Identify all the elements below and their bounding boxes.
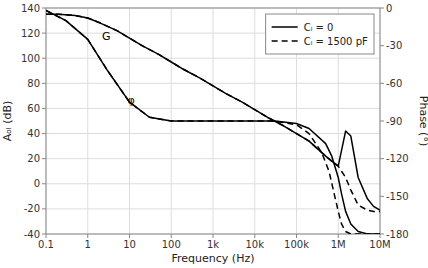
- plot-area: [46, 11, 380, 234]
- y-tick: [42, 108, 46, 109]
- legend-label: Cₗ = 1500 pF: [304, 36, 368, 47]
- x-tick-label: 1k: [207, 239, 219, 250]
- legend-swatch: [272, 40, 298, 42]
- y2-tick: [380, 45, 384, 46]
- x-tick: [338, 234, 339, 238]
- y-tick: [42, 234, 46, 235]
- y2-tick: [380, 8, 384, 9]
- y2-tick-label: 0: [386, 3, 392, 14]
- y-tick-label: 80: [27, 78, 40, 89]
- x-tick-label: 10k: [245, 239, 264, 250]
- x-tick: [254, 234, 255, 238]
- grid: [46, 8, 380, 234]
- y-tick-label: -40: [24, 229, 40, 240]
- annotation: G: [102, 30, 111, 43]
- y2-tick-label: -120: [386, 153, 409, 164]
- y-tick-label: 0: [34, 178, 40, 189]
- x-tick-label: 1: [85, 239, 91, 250]
- y-grid-line: [46, 108, 380, 109]
- y-grid-line: [46, 133, 380, 134]
- x-tick-label: 0.1: [38, 239, 54, 250]
- phase-line: [46, 11, 380, 234]
- gain-line: [46, 14, 380, 210]
- y2-tick: [380, 158, 384, 159]
- y-axis-title: Aₒₗ (dB): [1, 101, 14, 142]
- y-tick-label: 20: [27, 153, 40, 164]
- x-axis-title: Frequency (Hz): [172, 252, 255, 265]
- axes: 0.1 1 10 100 1k 10k 100k 1M 10M -40 -20 0 20 40 60 80 10…: [21, 3, 409, 251]
- legend-box: [266, 14, 374, 54]
- x-tick-label: 10: [123, 239, 136, 250]
- x-tick-label: 100: [162, 239, 181, 250]
- y-tick: [42, 33, 46, 34]
- plot-frame: [46, 8, 380, 234]
- y-tick-label: 60: [27, 103, 40, 114]
- y2-tick: [380, 121, 384, 122]
- legend-label: Cₗ = 0: [304, 22, 334, 33]
- gain-line: [46, 14, 380, 211]
- x-tick-label: 10M: [369, 239, 390, 250]
- x-tick: [380, 234, 381, 238]
- y-tick-label: -20: [24, 203, 40, 214]
- y-tick-label: 100: [21, 53, 40, 64]
- legend-swatch: [272, 26, 298, 28]
- x-tick-label: 1M: [331, 239, 346, 250]
- annotation: φ: [128, 94, 135, 107]
- y2-tick-label: -60: [386, 78, 402, 89]
- legend: Cₗ = 0 Cₗ = 1500 pF: [266, 14, 374, 54]
- x-tick: [296, 234, 297, 238]
- y2-tick-label: -180: [386, 229, 409, 240]
- y-tick: [42, 133, 46, 134]
- y-tick-label: 140: [21, 3, 40, 14]
- y-tick: [42, 158, 46, 159]
- y2-tick: [380, 234, 384, 235]
- x-tick: [129, 234, 130, 238]
- y2-tick-label: -150: [386, 191, 409, 202]
- chart: 0.1 1 10 100 1k 10k 100k 1M 10M -40 -20 0 20 40 60 80 10…: [0, 0, 428, 268]
- x-tick: [171, 234, 172, 238]
- x-grid-line: [87, 8, 88, 234]
- x-tick-label: 100k: [284, 239, 309, 250]
- y2-tick-label: -30: [386, 40, 402, 51]
- y-tick: [42, 208, 46, 209]
- x-tick: [87, 234, 88, 238]
- phase-line: [46, 11, 380, 234]
- x-tick: [213, 234, 214, 238]
- x-tick: [46, 234, 47, 238]
- y-grid-line: [46, 83, 380, 84]
- y2-tick: [380, 196, 384, 197]
- y2-tick-label: -90: [386, 116, 402, 127]
- y-tick-label: 40: [27, 128, 40, 139]
- y-grid-line: [46, 183, 380, 184]
- y-tick: [42, 8, 46, 9]
- y-tick: [42, 83, 46, 84]
- y-tick: [42, 58, 46, 59]
- y-tick-label: 120: [21, 28, 40, 39]
- y-grid-line: [46, 58, 380, 59]
- y-grid-line: [46, 208, 380, 209]
- x-grid-line: [129, 8, 130, 234]
- y-tick: [42, 183, 46, 184]
- background: [0, 0, 428, 268]
- y2-axis-title: Phase (°): [417, 96, 428, 146]
- y2-tick: [380, 83, 384, 84]
